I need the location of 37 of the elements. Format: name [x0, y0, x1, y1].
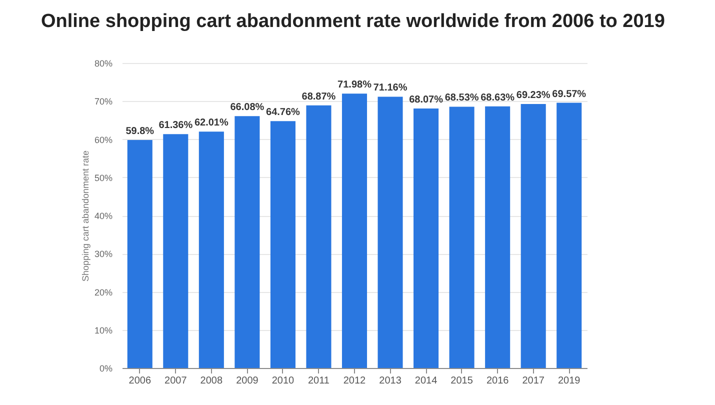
y-tick-label: 80% [94, 58, 112, 68]
y-tick-label: 30% [94, 249, 112, 260]
data-label: 64.76% [266, 107, 300, 118]
y-tick-label: 70% [94, 96, 112, 107]
y-tick-label: 60% [94, 134, 112, 145]
x-tick-label: 2019 [558, 376, 581, 386]
data-label: 68.53% [444, 92, 479, 104]
data-label: 71.98% [338, 80, 372, 91]
y-tick-label: 10% [94, 325, 112, 336]
data-label: 68.07% [409, 94, 444, 106]
data-label: 71.16% [373, 82, 408, 94]
x-tick-label: 2016 [486, 376, 510, 386]
x-tick-label: 2008 [200, 376, 223, 386]
data-label: 68.87% [302, 91, 336, 102]
y-tick-label: 40% [94, 211, 112, 221]
data-label: 68.63% [480, 92, 515, 104]
x-tick-label: 2011 [308, 376, 330, 386]
x-tick-label: 2009 [236, 376, 259, 386]
data-label: 69.57% [552, 88, 586, 100]
x-tick-label: 2010 [272, 376, 295, 386]
y-tick-label: 0% [99, 364, 112, 374]
data-label: 69.23% [516, 90, 550, 102]
chart-title: Online shopping cart abandonment rate worldwide from 2006 to 2019 [40, 11, 665, 32]
x-tick-label: 2017 [522, 376, 545, 386]
data-label: 61.36% [158, 120, 193, 132]
y-tick-label: 50% [94, 172, 112, 183]
data-label: 66.08% [230, 102, 264, 114]
y-tick-label: 20% [94, 287, 112, 298]
x-tick-label: 2014 [414, 376, 438, 386]
x-tick-label: 2013 [379, 376, 402, 386]
x-tick-label: 2015 [450, 376, 474, 386]
data-label: 59.8% [126, 126, 154, 138]
data-label: 62.01% [194, 118, 228, 129]
x-tick-label: 2007 [164, 376, 188, 386]
x-tick-label: 2012 [343, 376, 366, 386]
x-tick-label: 2006 [128, 376, 152, 386]
y-axis-title: Shopping cart abandonment rate [80, 150, 90, 282]
